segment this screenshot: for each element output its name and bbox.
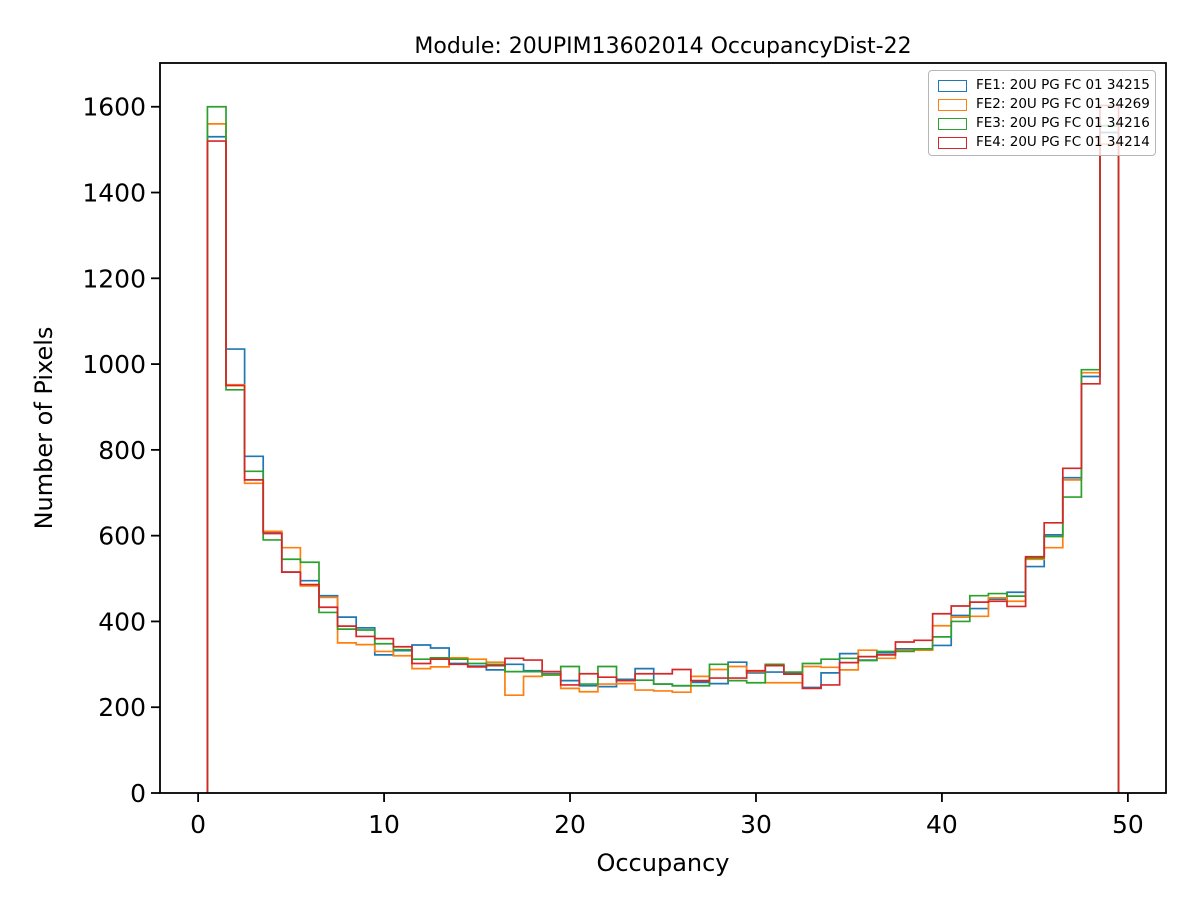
y-tick-label: 1000: [82, 350, 146, 379]
legend-label: FE2: 20U PG FC 01 34269: [976, 96, 1150, 112]
y-tick-label: 1600: [82, 93, 146, 122]
x-tick-label: 10: [368, 810, 400, 839]
x-tick-label: 20: [554, 810, 586, 839]
y-axis-label: Number of Pixels: [30, 327, 58, 530]
legend-row: FE4: 20U PG FC 01 34214: [938, 133, 1150, 152]
x-tick-label: 40: [926, 810, 958, 839]
legend-swatch-icon: [938, 136, 967, 149]
legend-row: FE1: 20U PG FC 01 34215: [938, 76, 1150, 95]
y-tick-label: 600: [98, 522, 146, 551]
y-tick-label: 1400: [82, 179, 146, 208]
series-group: [206, 104, 1120, 793]
legend-swatch-icon: [938, 79, 967, 92]
series-fe1: [206, 131, 1120, 793]
legend-swatch-icon: [938, 98, 967, 111]
x-axis-ticks: 0 10 20 30 40 50: [190, 793, 1144, 839]
series-fe3: [206, 105, 1120, 793]
y-tick-label: 400: [98, 607, 146, 636]
y-tick-label: 800: [98, 436, 146, 465]
x-tick-label: 50: [1112, 810, 1144, 839]
legend-row: FE2: 20U PG FC 01 34269: [938, 95, 1150, 114]
x-tick-label: 30: [740, 810, 772, 839]
chart-title: Module: 20UPIM13602014 OccupancyDist-22: [414, 34, 911, 59]
legend-label: FE4: 20U PG FC 01 34214: [976, 134, 1150, 150]
y-tick-label: 1200: [82, 264, 146, 293]
series-fe4: [206, 104, 1120, 793]
legend-row: FE3: 20U PG FC 01 34216: [938, 114, 1150, 133]
legend-label: FE1: 20U PG FC 01 34215: [976, 77, 1150, 93]
y-axis-ticks: 0 200 400 600 800 1000 1200 1400 1600: [82, 93, 160, 808]
legend: FE1: 20U PG FC 01 34215 FE2: 20U PG FC 01…: [928, 70, 1156, 156]
legend-label: FE3: 20U PG FC 01 34216: [976, 115, 1150, 131]
x-axis-label: Occupancy: [596, 849, 729, 877]
legend-swatch-icon: [938, 117, 967, 130]
y-tick-label: 200: [98, 693, 146, 722]
series-fe2: [206, 123, 1120, 793]
axes-frame: [159, 62, 1167, 794]
x-tick-label: 0: [190, 810, 206, 839]
y-tick-label: 0: [130, 779, 146, 808]
